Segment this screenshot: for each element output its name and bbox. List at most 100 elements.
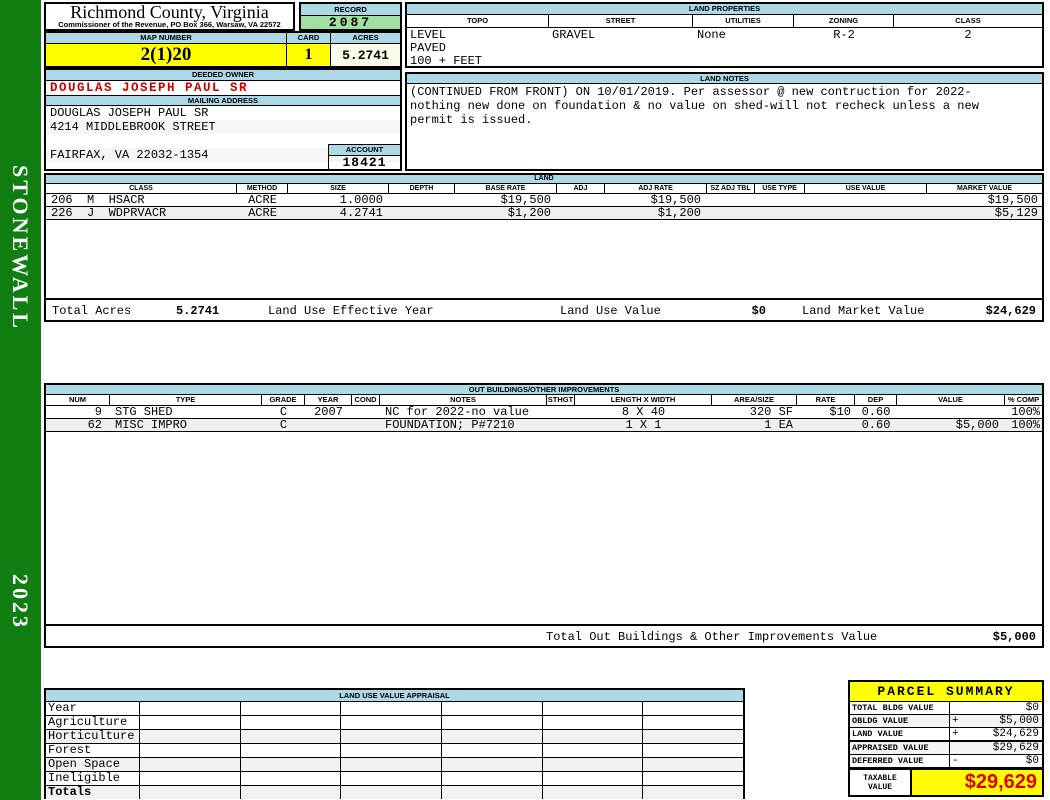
land-use-type (755, 207, 805, 219)
card-value[interactable]: 1 (287, 44, 331, 66)
land-adj-rate: $1,200 (657, 206, 701, 220)
land-row: 206 M HSACR ACRE 1.0000 $19,500 $19,500 … (46, 194, 1042, 207)
county-title: Richmond County, Virginia (70, 2, 269, 22)
pct-comp-col-header: % COMP (1007, 395, 1040, 404)
land-use-totals-label: Totals (46, 786, 140, 799)
land-base-rate: $1,200 (507, 206, 551, 220)
grade-col-header: GRADE (262, 395, 305, 405)
obldg-value: $5,000 (999, 715, 1039, 727)
appraised-value-label: APPRAISED VALUE (850, 742, 950, 754)
summary-row: DEFERRED VALUE - $0 (850, 755, 1042, 768)
deeded-owner-label: DEEDED OWNER (46, 70, 400, 81)
record-value: 2087 (301, 16, 400, 29)
area-size-col-header: AREA/SIZE (712, 395, 797, 405)
map-number-value[interactable]: 2(1)20 (46, 44, 287, 66)
land-notes-panel: LAND NOTES (CONTINUED FROM FRONT) ON 10/… (405, 72, 1044, 171)
land-value: $24,629 (992, 728, 1039, 740)
ob-dep: 0.60 (861, 418, 891, 432)
deferred-value-label: DEFERRED VALUE (850, 755, 950, 767)
ob-rate: $10 (829, 405, 851, 419)
acres-value: 5.2741 (331, 44, 400, 66)
land-notes-title: LAND NOTES (407, 74, 1042, 84)
class-header: CLASS (955, 16, 981, 25)
ob-dep: 0.60 (861, 405, 891, 419)
sthgt-col-header: STHGT (547, 395, 575, 405)
topo-header: TOPO (407, 15, 549, 27)
appraised-value: $29,629 (992, 742, 1039, 754)
address-line: 4214 MIDDLEBROOK STREET (46, 120, 400, 134)
street-header: STREET (549, 15, 693, 27)
ob-type: MISC IMPRO (115, 418, 188, 432)
out-buildings-title: OUT BUILDINGS/OTHER IMPROVEMENTS (46, 385, 1042, 395)
land-market-value: $5,129 (994, 206, 1038, 220)
owner-panel: DEEDED OWNER DOUGLAS JOSEPH PAUL SR MAIL… (44, 68, 402, 171)
land-value-label: LAND VALUE (850, 728, 950, 740)
minus-sign: - (952, 755, 959, 767)
land-row: 226 J WDPRVACR ACRE 4.2741 $1,200 $1,200… (46, 207, 1042, 220)
card-label: CARD (287, 33, 331, 43)
ob-notes: NC for 2022-no value (385, 405, 530, 419)
ob-notes: FOUNDATION; P#7210 (385, 418, 515, 432)
land-base-rate: $19,500 (500, 193, 551, 207)
plus-sign: + (952, 728, 959, 740)
ob-cond (352, 419, 380, 431)
record-label: RECORD (301, 4, 400, 16)
tax-year-vertical: 2023 (8, 574, 33, 630)
land-use-effective-year-label: Land Use Effective Year (268, 304, 434, 318)
land-sz-adj-tbl (707, 194, 755, 206)
ob-num: 9 (94, 405, 102, 419)
land-notes-line: permit is issued. (410, 113, 533, 127)
land-use-row-label: Agriculture (46, 716, 140, 729)
total-bldg-value: $0 (1025, 702, 1039, 714)
land-notes-line: (CONTINUED FROM FRONT) ON 10/01/2019. Pe… (410, 85, 972, 99)
summary-row: OBLDG VALUE + $5,000 (850, 715, 1042, 728)
land-use-row-label: Year (46, 702, 140, 715)
utilities-value: None (697, 28, 726, 42)
ob-value: $5,000 (955, 418, 999, 432)
ob-grade: C (279, 418, 288, 432)
adj-col-header: ADJ (557, 184, 605, 193)
land-size: 4.2741 (339, 206, 383, 220)
ob-grade: C (279, 405, 288, 419)
land-use-row: Open Space (46, 758, 743, 772)
taxable-value: $29,629 (912, 770, 1042, 795)
map-number-header-row: MAP NUMBER CARD ACRES (46, 33, 400, 44)
value-col-header: VALUE (897, 395, 1005, 405)
land-use-row: Horticulture (46, 730, 743, 744)
acres-label: ACRES (331, 33, 400, 43)
use-type-col-header: USE TYPE (755, 184, 805, 193)
ob-pct-comp: 100% (1011, 418, 1040, 432)
class-value: 2 (964, 28, 972, 42)
land-properties-header-row: TOPO STREET UTILITIES ZONING CLASS (407, 15, 1042, 28)
topo-value: LEVEL (410, 28, 447, 42)
num-col-header: NUM (46, 395, 110, 405)
land-sz-adj-tbl (707, 207, 755, 219)
taxable-value-label: TAXABLE VALUE (850, 770, 912, 795)
land-panel: LAND CLASS METHOD SIZE DEPTH BASE RATE A… (44, 173, 1044, 322)
parcel-summary-title: PARCEL SUMMARY (850, 682, 1042, 702)
account-box: ACCOUNT 18421 (328, 144, 400, 169)
market-value-col-header: MARKET VALUE (956, 185, 1013, 192)
summary-row: APPRAISED VALUE $29,629 (850, 741, 1042, 755)
deferred-value: $0 (1025, 755, 1039, 767)
summary-row: LAND VALUE + $24,629 (850, 728, 1042, 741)
county-header: Richmond County, Virginia Commissioner o… (44, 2, 295, 31)
land-depth (389, 194, 455, 206)
notes-col-header: NOTES (380, 395, 547, 405)
address-line: DOUGLAS JOSEPH PAUL SR (50, 106, 209, 120)
land-use-row-label: Forest (46, 744, 140, 757)
ob-sthgt (547, 419, 575, 431)
obldg-value-label: OBLDG VALUE (850, 715, 950, 727)
land-use-row: Year (46, 702, 743, 716)
total-acres-label: Total Acres (52, 304, 132, 318)
address-line: FAIRFAX, VA 22032-1354 (46, 148, 400, 162)
ob-area-size: 320 SF (749, 405, 793, 419)
deeded-owner-value: DOUGLAS JOSEPH PAUL SR (50, 81, 249, 95)
ob-length-width: 1 X 1 (625, 418, 662, 432)
land-header-row: CLASS METHOD SIZE DEPTH BASE RATE ADJ AD… (46, 184, 1042, 194)
land-notes-text: (CONTINUED FROM FRONT) ON 10/01/2019. Pe… (407, 84, 1042, 127)
plus-sign: + (952, 715, 959, 727)
use-value-col-header: USE VALUE (805, 184, 927, 193)
ob-type: STG SHED (115, 405, 173, 419)
out-buildings-panel: OUT BUILDINGS/OTHER IMPROVEMENTS NUM TYP… (44, 383, 1044, 648)
